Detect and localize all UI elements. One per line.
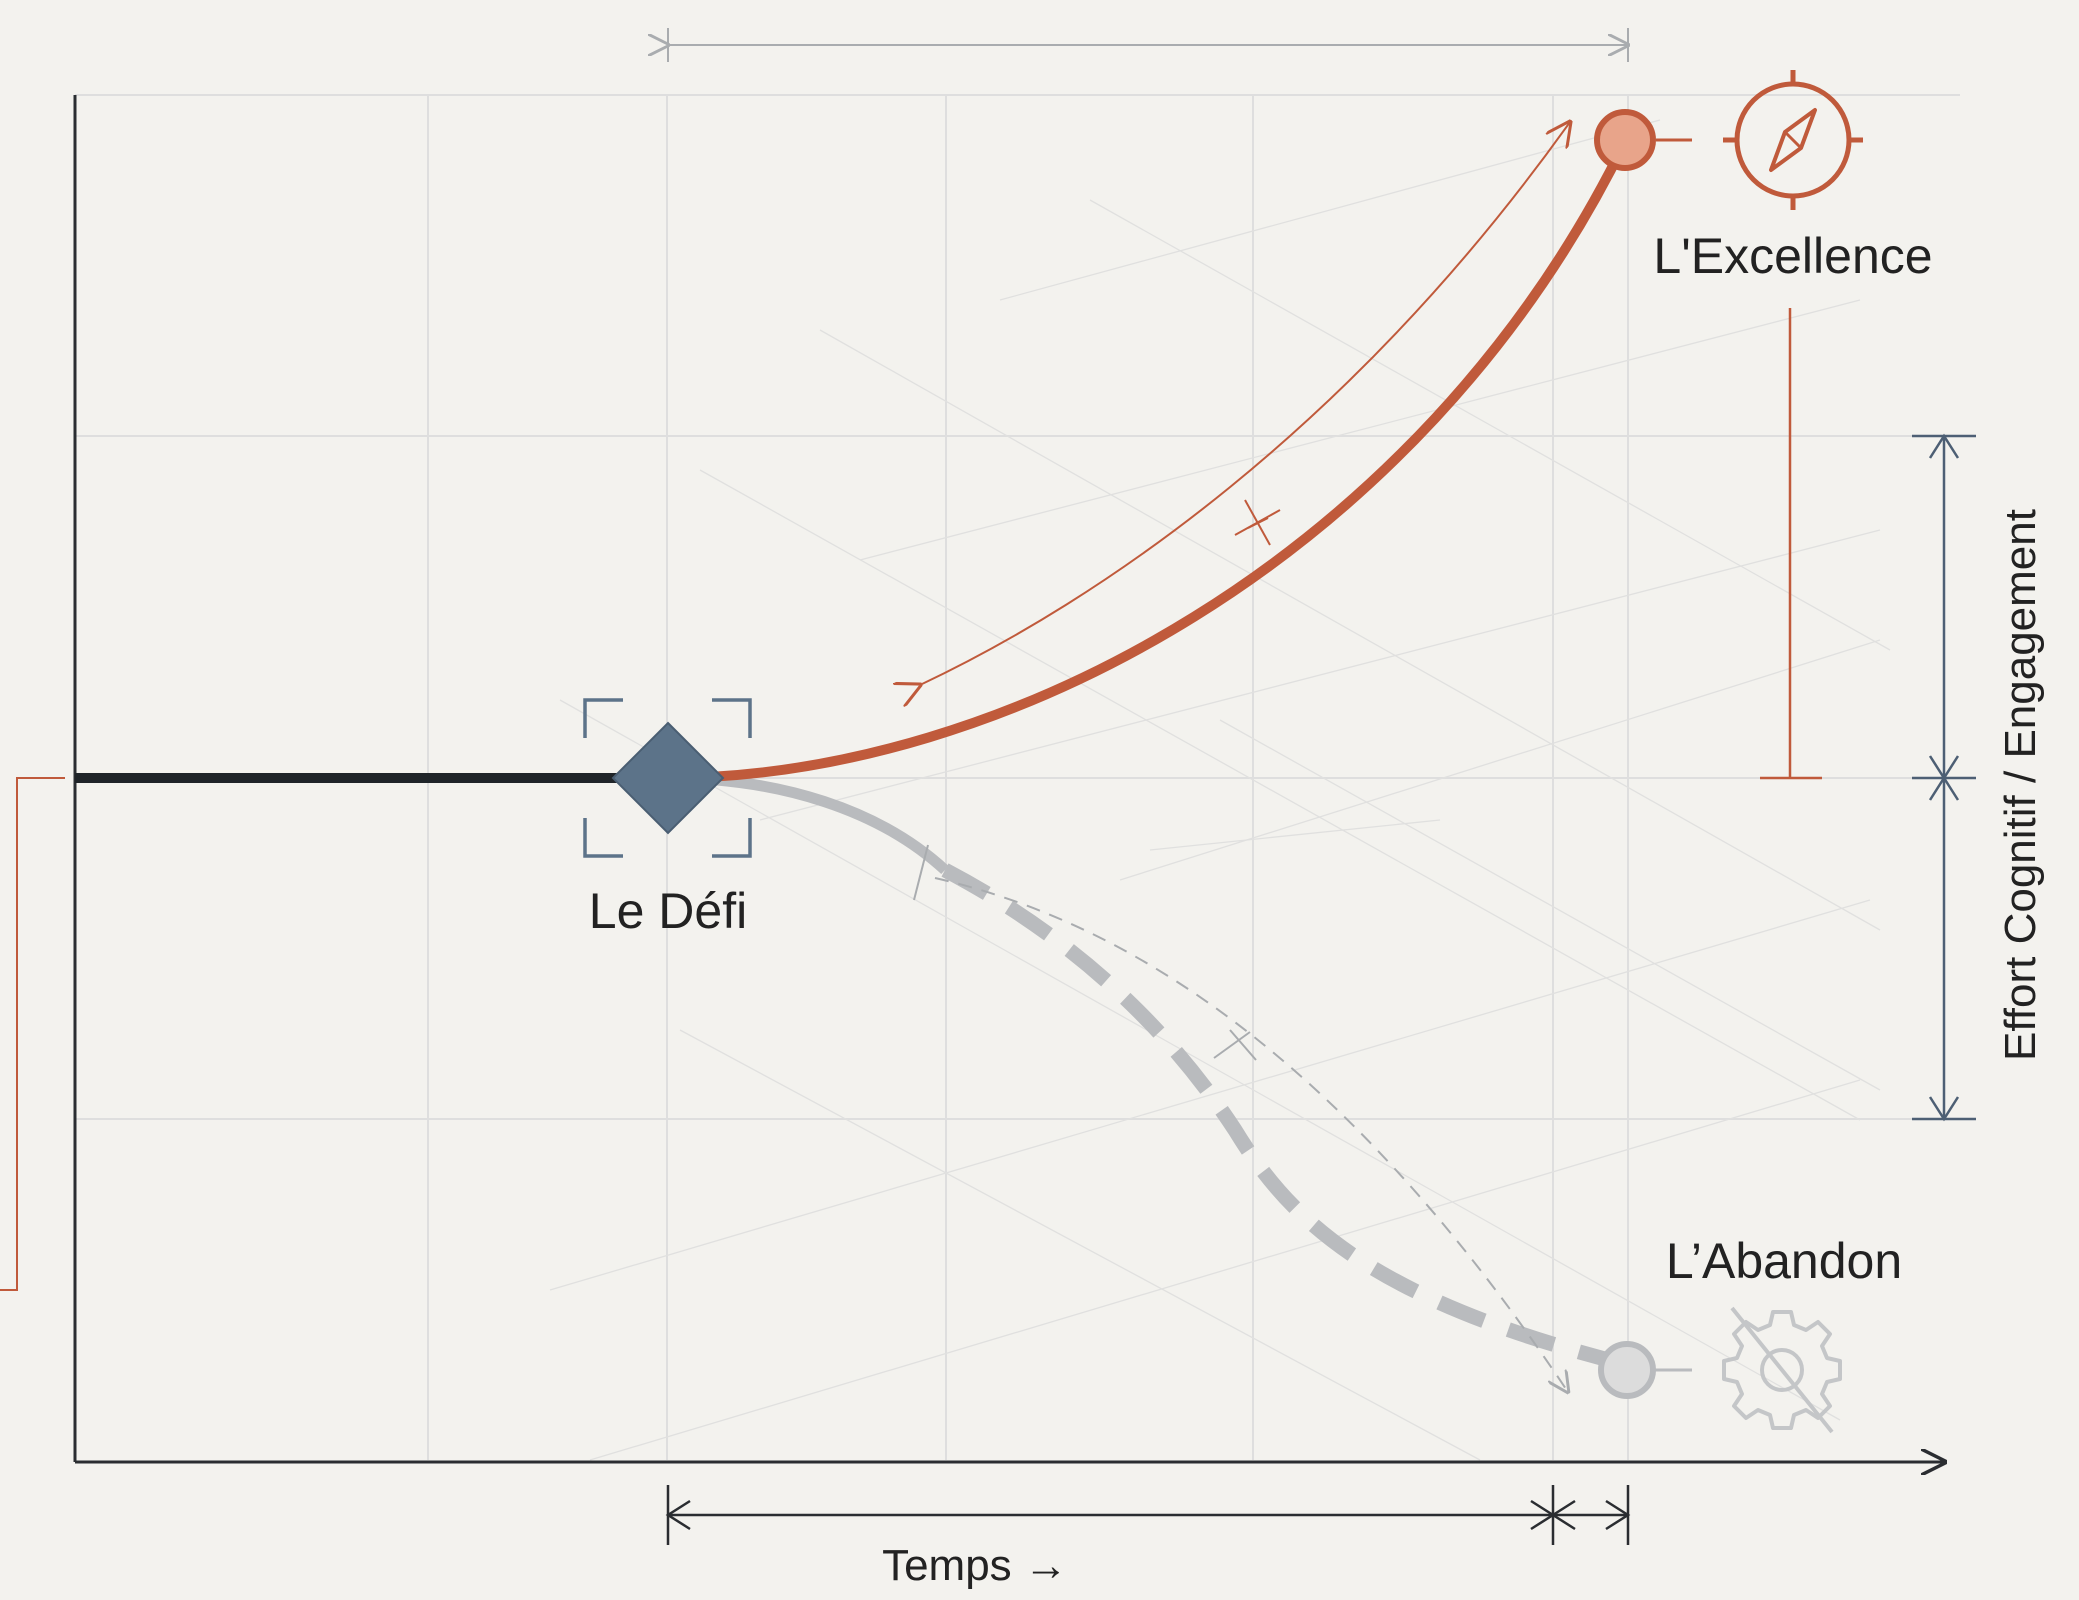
gear-crossed-icon <box>1722 1306 1842 1434</box>
y-axis-label: Effort Cognitif / Engagement <box>1996 509 2045 1061</box>
right-dimension-line <box>1912 433 1976 1122</box>
abandon-label: L’Abandon <box>1666 1233 1902 1289</box>
le-defi-node <box>583 698 752 858</box>
left-bracket <box>0 777 65 1291</box>
diamond-node-icon <box>611 721 725 835</box>
bottom-dimension-line <box>665 1485 1631 1545</box>
x-axis-label: Temps → <box>882 1541 1068 1590</box>
abandon-annotation-arc <box>913 844 1568 1392</box>
compass-icon <box>1723 70 1863 210</box>
focus-corners <box>583 698 752 858</box>
excellence-annotation-arc <box>920 122 1570 685</box>
abandon-path <box>667 772 1630 1373</box>
top-dimension-line <box>668 28 1628 62</box>
excellence-bracket <box>1760 308 1822 780</box>
excellence-label: L'Excellence <box>1653 228 1932 284</box>
excellence-endpoint <box>1594 109 1692 171</box>
le-defi-label: Le Défi <box>589 883 747 939</box>
abandon-endpoint <box>1598 1341 1692 1399</box>
